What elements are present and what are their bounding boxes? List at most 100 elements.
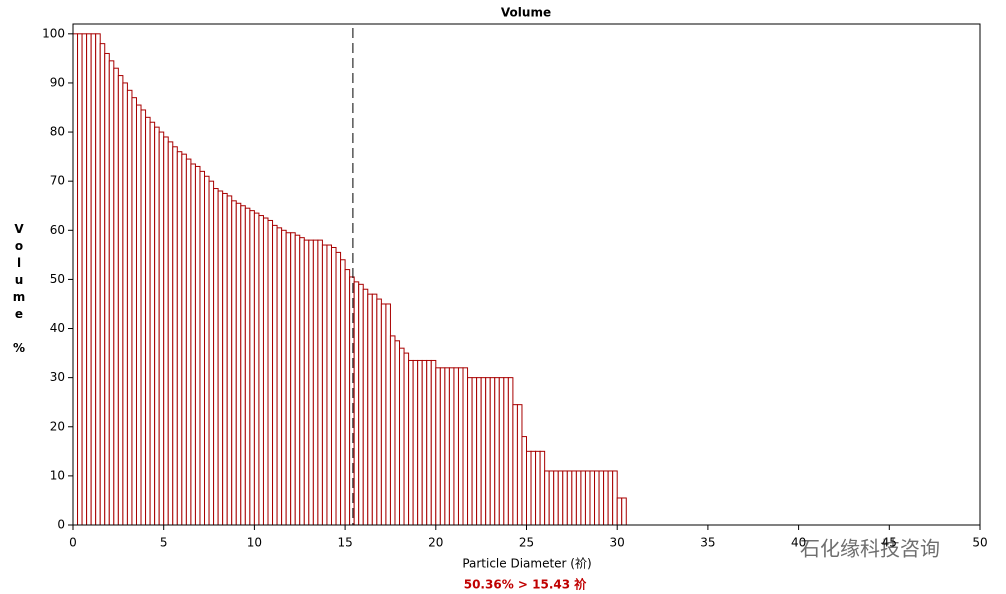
bar — [453, 367, 459, 526]
bar — [566, 470, 573, 526]
bar — [194, 165, 201, 526]
watermark: 石化缘科技咨询 — [800, 537, 940, 561]
bar — [321, 244, 328, 526]
bar — [262, 217, 269, 526]
bar — [562, 470, 568, 526]
bar — [249, 210, 255, 526]
bar — [176, 151, 183, 526]
bar — [476, 377, 482, 526]
bar — [222, 192, 228, 526]
bar — [426, 359, 432, 526]
x-tick-label: 15 — [337, 536, 352, 550]
bar — [281, 229, 287, 526]
y-axis-label: Volume % — [12, 222, 26, 358]
bar — [417, 359, 423, 526]
bar — [190, 163, 196, 526]
bar — [154, 126, 160, 526]
bar — [99, 43, 106, 526]
bar — [122, 82, 128, 526]
bar — [498, 377, 505, 526]
bar — [358, 283, 364, 526]
y-tick-label: 0 — [57, 518, 65, 532]
x-tick-label: 25 — [519, 536, 534, 550]
bar — [444, 367, 450, 526]
bar — [213, 188, 219, 526]
bar — [340, 259, 346, 526]
bar — [467, 377, 473, 526]
y-tick-label: 70 — [50, 174, 65, 188]
bar — [235, 202, 242, 526]
bar — [408, 359, 414, 526]
bar — [226, 195, 233, 526]
bar — [535, 450, 541, 526]
bar — [240, 205, 246, 526]
bar — [512, 404, 518, 526]
bar — [135, 104, 142, 526]
y-tick-label: 30 — [50, 370, 65, 384]
bar — [526, 450, 532, 526]
bar — [598, 470, 605, 526]
bar — [244, 207, 251, 526]
bar — [158, 131, 165, 526]
bar — [131, 97, 137, 526]
bar — [503, 377, 509, 526]
y-tick-label: 10 — [50, 468, 65, 482]
x-tick-label: 10 — [247, 536, 262, 550]
bar — [594, 470, 600, 526]
bar — [308, 239, 314, 526]
bar — [140, 109, 147, 526]
bar — [612, 470, 618, 526]
bar — [544, 470, 550, 526]
bar — [376, 298, 382, 526]
x-tick-label: 50 — [972, 536, 987, 550]
bar — [621, 497, 627, 526]
bar — [530, 450, 537, 526]
bar — [253, 212, 260, 526]
bar — [539, 450, 546, 526]
bar — [294, 234, 301, 526]
bar — [126, 89, 133, 526]
bar — [603, 470, 609, 526]
bar — [607, 470, 614, 526]
bar — [616, 497, 623, 526]
bar — [439, 367, 446, 526]
bar — [290, 232, 296, 526]
annotation: 50.36% > 15.43 祄 — [464, 577, 588, 592]
bar — [471, 377, 478, 526]
bar — [367, 293, 373, 526]
y-tick-label: 80 — [50, 125, 65, 139]
x-tick-label: 45 — [882, 536, 897, 550]
bar — [385, 303, 391, 526]
bar — [231, 200, 237, 526]
x-tick-label: 0 — [69, 536, 77, 550]
bar — [181, 153, 187, 526]
bar — [330, 246, 337, 526]
x-axis-label: Particle Diameter (祄) — [462, 556, 591, 571]
bar — [403, 352, 410, 526]
bar — [344, 269, 351, 526]
y-tick-label: 40 — [50, 321, 65, 335]
bar — [580, 470, 586, 526]
bar — [267, 219, 274, 526]
bar — [362, 288, 369, 526]
bar — [217, 190, 224, 526]
bar — [113, 67, 119, 526]
bar — [462, 367, 469, 526]
bar — [108, 60, 115, 526]
bar — [272, 224, 278, 526]
bar — [349, 276, 355, 526]
x-tick-label: 35 — [700, 536, 715, 550]
bar — [326, 244, 332, 526]
bar — [335, 251, 342, 526]
bar — [86, 33, 92, 526]
bar — [167, 141, 174, 526]
bar — [317, 239, 323, 526]
bar — [104, 52, 110, 526]
bar — [371, 293, 378, 526]
x-tick-label: 30 — [610, 536, 625, 550]
bar — [548, 470, 555, 526]
y-tick-label: 50 — [50, 272, 65, 286]
bar — [589, 470, 596, 526]
bar — [448, 367, 455, 526]
